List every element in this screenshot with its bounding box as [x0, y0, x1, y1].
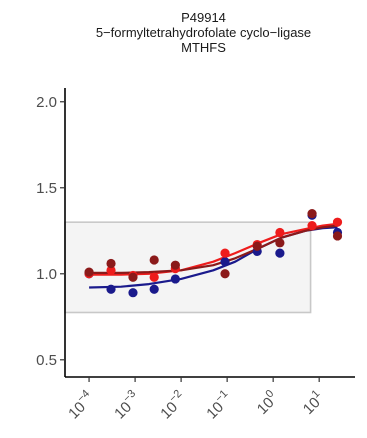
- data-point-series-3-6: [220, 269, 230, 279]
- data-point-series-2-6: [220, 248, 230, 258]
- data-point-series-1-6: [220, 257, 230, 267]
- data-point-series-1-8: [275, 248, 285, 258]
- chart-title: P49914 5−formyltetrahydrofolate cyclo−li…: [20, 10, 367, 55]
- data-point-series-2-8: [275, 227, 285, 238]
- x-tick-label-text: 10−4: [63, 388, 98, 423]
- data-point-series-3-9: [307, 208, 317, 219]
- y-tick-label: 0.5: [36, 352, 57, 369]
- x-tick-label-text: 10−1: [201, 388, 236, 423]
- y-tick-label: 2.0: [36, 94, 57, 111]
- data-point-series-3-4: [149, 255, 159, 265]
- y-tick-label: 1.0: [36, 266, 57, 283]
- reference-box-layer: [64, 221, 312, 314]
- x-tick-label: 10−1: [201, 388, 236, 423]
- x-tick-label-text: 10−2: [155, 388, 190, 423]
- data-point-series-1-2: [106, 284, 116, 294]
- data-point-series-3-5: [170, 260, 180, 270]
- x-ticks-layer: 10−4 10−3 10−2 10−1 100 101: [63, 377, 328, 423]
- title-line-gene: MTHFS: [181, 40, 226, 55]
- reference-range-box: [64, 221, 312, 314]
- data-point-series-2-4: [149, 272, 159, 282]
- x-tick-label: 10−4: [63, 388, 98, 423]
- data-point-series-1-4: [149, 284, 159, 294]
- data-point-series-3-2: [106, 258, 116, 269]
- y-ticks-layer: 0.5 1.0 1.5 2.0: [36, 94, 65, 369]
- data-point-series-3-1: [84, 267, 94, 277]
- data-point-series-3-10: [332, 231, 343, 241]
- data-point-series-1-5: [170, 274, 180, 284]
- data-point-series-2-10: [332, 217, 343, 227]
- y-tick-label: 1.5: [36, 180, 57, 197]
- data-point-series-2-2: [106, 265, 116, 275]
- title-line-accession: P49914: [181, 10, 226, 25]
- x-tick-label: 10−3: [109, 388, 144, 423]
- data-point-series-3-8: [275, 238, 285, 248]
- x-tick-label: 101: [298, 388, 328, 418]
- data-point-series-3-7: [252, 241, 262, 251]
- data-point-series-1-3: [128, 288, 138, 298]
- data-point-series-2-9: [307, 221, 317, 231]
- data-point-series-3-3: [128, 272, 138, 282]
- x-tick-label: 100: [252, 388, 282, 418]
- data-points-layer: [84, 208, 343, 298]
- axes-layer: [64, 88, 355, 378]
- x-tick-label: 10−2: [155, 388, 190, 423]
- x-tick-label-text: 101: [298, 388, 328, 418]
- x-tick-label-text: 100: [252, 388, 282, 418]
- title-line-protein-name: 5−formyltetrahydrofolate cyclo−ligase: [95, 25, 312, 40]
- x-tick-label-text: 10−3: [109, 388, 144, 423]
